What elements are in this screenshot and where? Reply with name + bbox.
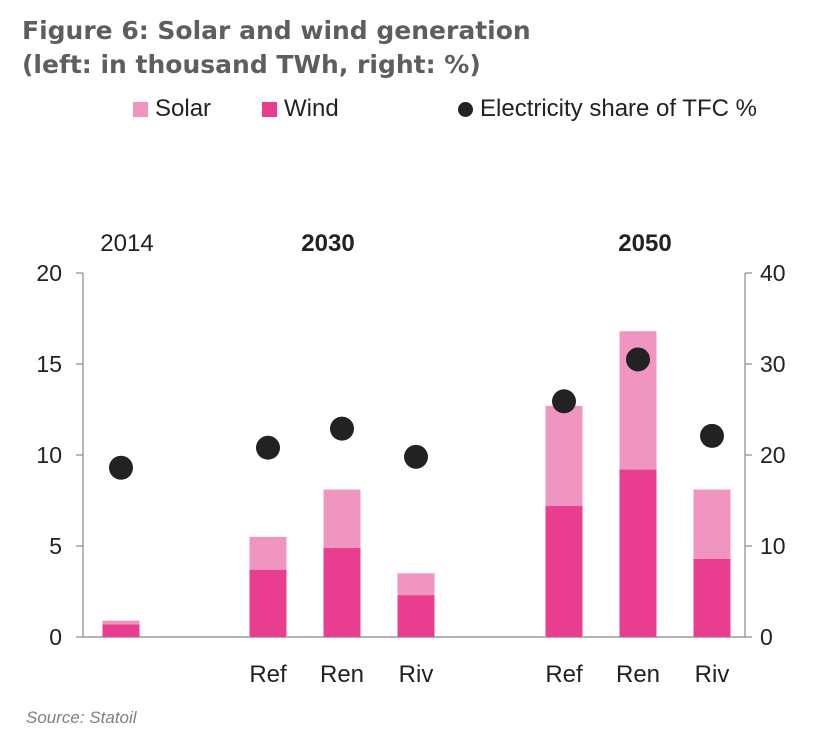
- point-electricity-share: [109, 455, 133, 480]
- point-electricity-share: [552, 389, 576, 414]
- chart-title-line-1: Figure 6: Solar and wind generation: [22, 16, 531, 45]
- x-tick-label: Ren: [616, 661, 660, 688]
- bar-wind: [693, 558, 731, 637]
- right-y-tick-label: 30: [760, 351, 786, 377]
- right-y-tick-label: 0: [760, 624, 773, 650]
- legend-label-electricity-share: Electricity share of TFC %: [480, 95, 757, 122]
- legend-item-wind: Wind: [262, 92, 339, 126]
- year-group-label: 2030: [301, 230, 354, 257]
- right-y-tick-label: 10: [760, 533, 786, 559]
- bar-solar: [693, 489, 731, 559]
- x-tick-label: Ref: [249, 661, 287, 688]
- chart-title: Figure 6: Solar and wind generation (lef…: [22, 14, 531, 82]
- x-tick-label: Ren: [320, 661, 364, 688]
- bar-wind: [619, 469, 657, 637]
- legend-swatch-solar: [133, 101, 148, 117]
- source-note: Source: Statoil: [26, 708, 137, 727]
- x-tick-label: Riv: [399, 661, 434, 688]
- point-electricity-share: [256, 435, 280, 460]
- right-y-tick-label: 20: [760, 442, 786, 468]
- x-tick-label: Ref: [545, 661, 583, 688]
- bar-solar: [323, 489, 361, 548]
- bar-wind: [323, 547, 361, 637]
- left-y-tick-label: 20: [36, 260, 62, 286]
- legend-item-solar: Solar: [133, 92, 211, 126]
- chart-title-line-2: (left: in thousand TWh, right: %): [22, 50, 481, 79]
- year-group-label: 2014: [100, 230, 153, 257]
- x-tick-label: Riv: [695, 661, 730, 688]
- year-group-label: 2050: [618, 230, 671, 257]
- legend-item-electricity-share: Electricity share of TFC %: [458, 92, 757, 126]
- bar-solar: [545, 405, 583, 506]
- legend-label-solar: Solar: [155, 95, 212, 122]
- bar-solar: [397, 573, 435, 596]
- left-y-tick-label: 15: [36, 351, 62, 377]
- point-electricity-share: [404, 444, 428, 469]
- point-electricity-share: [330, 416, 354, 441]
- legend-label-wind: Wind: [284, 95, 339, 122]
- bar-solar: [249, 536, 287, 570]
- bar-wind: [545, 505, 583, 637]
- left-y-tick-label: 10: [36, 442, 62, 468]
- right-y-tick-label: 40: [760, 260, 786, 286]
- bar-solar: [102, 620, 140, 625]
- point-electricity-share: [626, 347, 650, 372]
- bar-wind: [249, 569, 287, 637]
- left-y-tick-label: 0: [49, 624, 62, 650]
- bar-wind: [397, 595, 435, 637]
- legend-swatch-wind: [262, 101, 277, 117]
- left-y-tick-label: 5: [49, 533, 62, 559]
- point-electricity-share: [700, 423, 724, 448]
- bar-wind: [102, 624, 140, 637]
- chart-legend: Solar Wind Electricity share of TFC %: [0, 92, 832, 126]
- legend-marker-electricity-share: [458, 101, 473, 117]
